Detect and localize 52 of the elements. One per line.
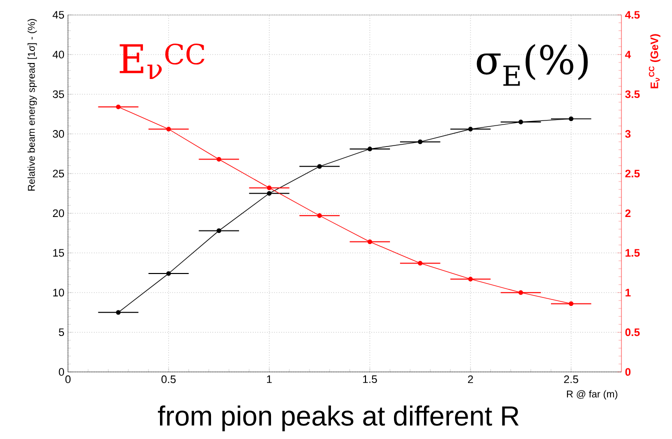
y-tick-label: 15 xyxy=(53,248,64,257)
y-tick-label: 35 xyxy=(52,90,64,98)
point xyxy=(317,164,322,169)
point xyxy=(518,290,524,295)
x-tick-label: 0 xyxy=(65,375,71,383)
y-tick-label: 5 xyxy=(58,328,64,336)
x-tick-label: 2 xyxy=(468,375,473,383)
point xyxy=(418,260,422,266)
y-tick-label: 40 xyxy=(52,50,64,58)
y-axis-title: Relative beam energy spread [1σ] - (%) xyxy=(28,18,37,190)
y-tick-label: 0 xyxy=(58,368,64,376)
point xyxy=(418,139,422,144)
point xyxy=(266,190,272,196)
point xyxy=(368,239,372,244)
point xyxy=(116,310,121,315)
y2-axis-title: E$_{ν}$$^{CC}$ (GeV) xyxy=(648,34,660,88)
y2-tick-label: 2 xyxy=(625,209,631,217)
point xyxy=(216,156,222,162)
point xyxy=(568,116,574,121)
x-tick-label: 0.5 xyxy=(161,375,176,383)
x-tick-label: 1 xyxy=(267,375,272,383)
y-tick-label: 30 xyxy=(52,130,64,138)
x-tick-label: 1.5 xyxy=(363,375,377,383)
point xyxy=(368,146,372,152)
point xyxy=(568,301,574,306)
y2-tick-label: 1 xyxy=(626,288,631,296)
point xyxy=(468,126,473,132)
series-label: E$_{ν}$$^{CC}$ xyxy=(120,43,204,79)
y2-tick-label: 3.5 xyxy=(625,90,640,98)
y-tick-label: 10 xyxy=(53,288,64,296)
y2-tick-label: 1.5 xyxy=(626,248,640,257)
x-axis-title: R @ far (m) xyxy=(566,390,618,400)
y2-tick-label: 3 xyxy=(625,130,631,138)
y2-tick-label: 2.5 xyxy=(625,170,640,178)
point xyxy=(518,119,524,124)
y2-tick-label: 0 xyxy=(625,368,631,376)
text: from pion peaks at different R xyxy=(158,405,519,432)
point xyxy=(166,271,171,276)
y-tick-label: 20 xyxy=(52,209,64,217)
y2-tick-label: 4.5 xyxy=(625,10,640,18)
point xyxy=(116,104,121,110)
y-tick-label: 25 xyxy=(52,170,64,178)
series-label: σ$_{E}$(%) xyxy=(476,44,588,86)
point xyxy=(266,185,272,190)
y2-tick-label: 0.5 xyxy=(625,328,640,336)
point xyxy=(166,126,171,132)
y-tick-label: 45 xyxy=(52,10,64,18)
point xyxy=(216,228,222,233)
point xyxy=(468,276,473,282)
y2-tick-label: 4 xyxy=(625,50,631,58)
point xyxy=(317,213,322,218)
x-tick-label: 2.5 xyxy=(564,375,578,383)
